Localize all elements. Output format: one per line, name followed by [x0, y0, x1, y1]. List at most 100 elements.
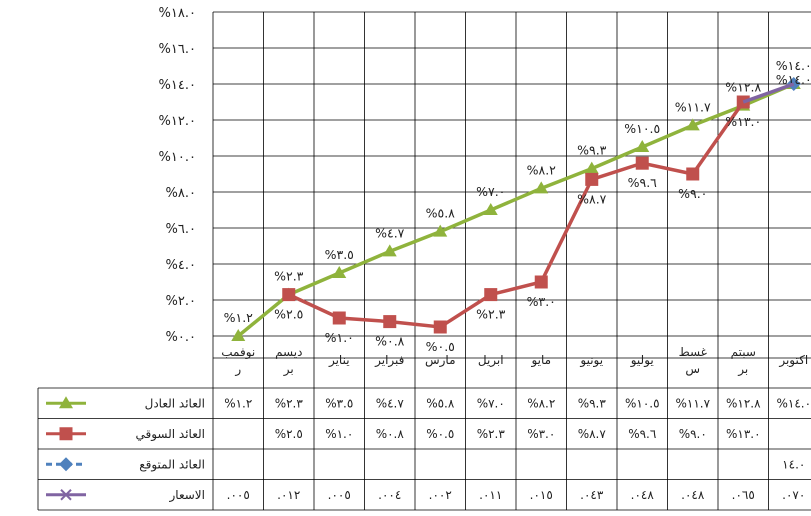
data-label: %١٣.٠: [725, 114, 761, 129]
category-label: غسط: [679, 345, 707, 359]
category-label: يوليو: [630, 353, 654, 368]
table-cell: .٠١٥: [530, 488, 553, 502]
table-cell: .٠٠٥: [227, 488, 250, 502]
table-cell: .٠٠٢: [429, 488, 452, 502]
data-point: [433, 224, 448, 237]
series-line: [237, 82, 795, 338]
table-cell: .٠١١: [479, 488, 502, 502]
data-point: [534, 181, 549, 194]
y-tick-label: %٨.٠: [166, 186, 196, 201]
data-point: [635, 140, 650, 152]
category-label: فبراير: [374, 353, 404, 368]
data-label: %٩.٠: [678, 186, 707, 201]
table-cell: %٣.٠: [527, 427, 555, 441]
table-cell: %١.٠: [325, 427, 353, 441]
y-tick-label: %١٠.٠: [159, 150, 196, 165]
data-point: [585, 172, 599, 186]
category-label: بر: [283, 362, 294, 377]
y-tick-label: %٤.٠: [166, 258, 196, 273]
legend-marker: [60, 489, 72, 501]
category-label: ابريل: [478, 353, 504, 368]
data-point: [382, 244, 397, 257]
data-point: [483, 203, 498, 215]
data-label: %٤.٧: [375, 225, 405, 240]
table-cell: %٨.٧: [578, 427, 607, 441]
category-label: يونيو: [579, 353, 603, 368]
data-label: %١.٢: [224, 310, 254, 325]
y-tick-label: %٠.٠: [166, 330, 196, 345]
table-cell: %١٢.٨: [726, 396, 761, 410]
category-label: ر: [234, 362, 241, 377]
table-cell: .٠٤٨: [631, 488, 655, 502]
data-label: %١٢.٨: [725, 80, 761, 95]
table-cell: .٠٦٥: [732, 488, 755, 502]
table-cell: %٣.٥: [325, 396, 353, 410]
table-cell: .٠٠٤: [378, 488, 401, 502]
category-label: بر: [737, 362, 748, 377]
table-cell: %٢.٣: [477, 427, 506, 441]
table-cell: .٠٤٨: [681, 488, 705, 502]
y-tick-label: %١٨.٠: [159, 6, 196, 21]
y-tick-label: %٦.٠: [166, 222, 196, 237]
category-label: نوفمب: [221, 345, 255, 360]
data-label: %٢.٣: [274, 269, 304, 284]
data-point: [282, 288, 296, 302]
data-label: %٨.٢: [527, 162, 557, 177]
table-cell: %٢.٣: [275, 396, 304, 410]
table-cell: %٤.٧: [376, 396, 405, 410]
table-cell: %٩.٦: [628, 427, 656, 441]
table-cell: %١٤.٠: [776, 396, 811, 410]
data-point: [635, 156, 649, 170]
table-cell: .٠١٢: [277, 488, 300, 502]
table-cell: .٠٤٣: [580, 488, 604, 502]
data-label: %٧.٠: [476, 184, 505, 199]
data-label: %٢.٣: [476, 307, 506, 322]
series-line: [288, 100, 745, 329]
data-label: %٥.٨: [426, 206, 456, 221]
data-label: %١٠.٥: [624, 121, 660, 136]
table-cell: %٢.٥: [275, 427, 303, 441]
y-tick-label: %٢.٠: [166, 294, 196, 309]
table-cell: %١٣.٠: [726, 427, 761, 441]
table-cell: %٥.٨: [426, 396, 455, 410]
y-tick-label: %١٢.٠: [159, 114, 196, 129]
legend-label: العائد العادل: [145, 396, 205, 410]
y-tick-label: %١٤.٠: [159, 78, 196, 93]
legend-label: العائد السوقي: [135, 427, 205, 442]
category-label: ديسم: [275, 345, 302, 359]
table-cell: %٨.٢: [527, 396, 555, 410]
data-point: [584, 161, 599, 174]
table-cell: %٠.٨: [376, 427, 405, 441]
category-label: يناير: [328, 353, 350, 368]
data-point: [383, 315, 397, 329]
data-label: %١٤.٠: [776, 58, 811, 73]
table-cell: %٩.٠: [679, 427, 707, 441]
category-label: س: [685, 362, 700, 377]
data-label: %٣.٥: [325, 247, 354, 262]
data-point: [534, 275, 548, 289]
data-label: %١٤.٠: [776, 72, 811, 87]
legend-marker: [59, 396, 73, 409]
legend-label: الاسعار: [169, 488, 205, 503]
data-point: [686, 167, 700, 181]
table-cell: %٠.٥: [426, 427, 454, 441]
category-label: سبتم: [731, 345, 756, 359]
data-point: [231, 329, 246, 341]
series-line: [742, 82, 795, 104]
data-label: %٨.٧: [577, 191, 607, 206]
table-cell: .٠٧٠: [782, 488, 805, 502]
data-label: %٢.٥: [274, 307, 303, 322]
data-point: [484, 288, 498, 302]
table-cell: %١.٢: [224, 396, 252, 410]
category-label: مايو: [530, 353, 551, 368]
data-point: [332, 266, 347, 278]
category-label: مارس: [425, 353, 456, 368]
data-point: [332, 311, 346, 325]
y-tick-label: %١٦.٠: [159, 42, 196, 57]
table-cell: %١٠.٥: [625, 396, 660, 410]
legend-marker: [59, 427, 73, 441]
data-label: %١.٠: [325, 330, 354, 345]
data-label: %٩.٦: [628, 175, 658, 190]
